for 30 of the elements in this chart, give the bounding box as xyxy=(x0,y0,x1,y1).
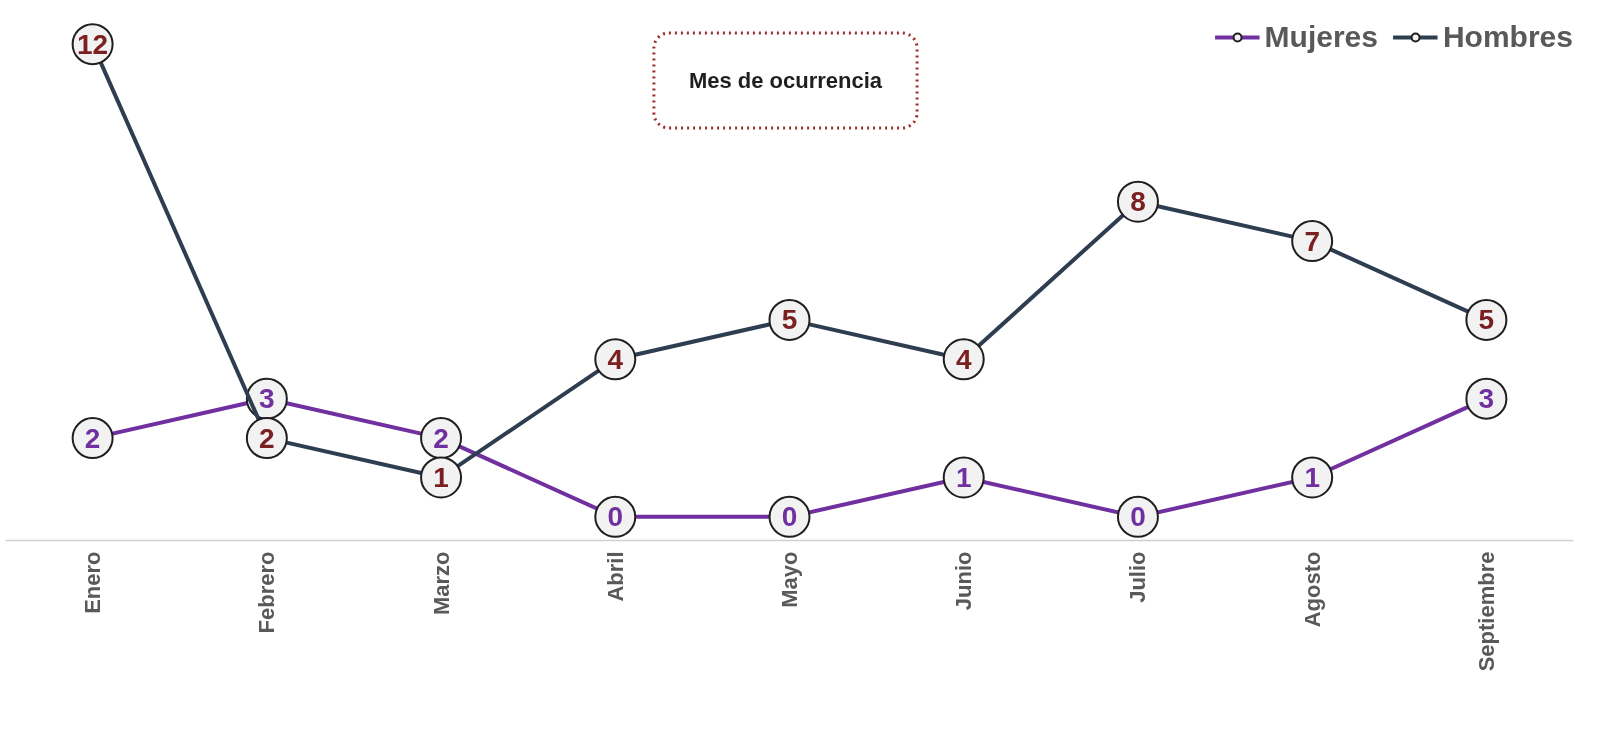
legend-label: Hombres xyxy=(1442,20,1573,54)
data-label: 1 xyxy=(955,461,972,493)
data-label: 5 xyxy=(1478,304,1495,336)
data-label: 0 xyxy=(781,501,798,533)
x-tick-label: Mayo xyxy=(777,551,802,608)
data-label: 4 xyxy=(607,343,624,375)
data-label: 8 xyxy=(1130,186,1146,218)
data-label: 3 xyxy=(259,383,275,415)
legend-label: Mujeres xyxy=(1264,20,1378,54)
x-tick-label: Enero xyxy=(80,551,106,614)
data-label: 5 xyxy=(781,304,798,336)
x-tick-label: Abril xyxy=(602,551,628,602)
text: Mes de ocurrencia xyxy=(688,68,883,93)
x-tick-label: Agosto xyxy=(1299,551,1325,628)
data-label: 2 xyxy=(84,422,101,454)
data-label: 2 xyxy=(433,422,449,454)
data-label: 7 xyxy=(1304,225,1320,257)
x-tick-label: Junio xyxy=(951,551,977,611)
data-label: 4 xyxy=(955,343,972,375)
data-label: 0 xyxy=(607,501,624,533)
data-label: 0 xyxy=(1130,501,1146,533)
data-label: 2 xyxy=(259,422,275,454)
data-label: 3 xyxy=(1478,383,1495,415)
data-label: 1 xyxy=(433,461,449,493)
x-tick-label: Febrero xyxy=(254,551,280,634)
data-label: 12 xyxy=(77,28,109,60)
x-tick-label: Septiembre xyxy=(1473,551,1499,672)
x-tick-label: Julio xyxy=(1125,551,1151,603)
data-label: 1 xyxy=(1304,461,1320,493)
x-tick-label: Marzo xyxy=(428,551,454,616)
